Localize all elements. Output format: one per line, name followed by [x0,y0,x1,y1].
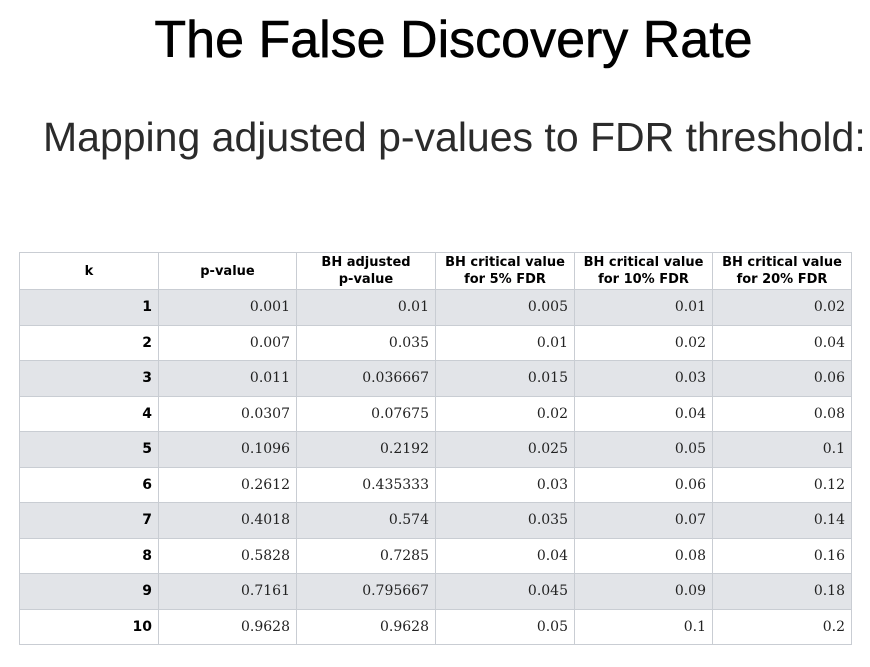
cell-bh-adjusted: 0.435333 [296,466,436,503]
header-critical-5-line-1: BH critical value [445,255,565,270]
header-p-value: p-value [158,252,297,290]
cell-bh-adjusted: 0.574 [296,502,436,539]
cell-bh-adjusted: 0.07675 [296,395,436,432]
table-row: 5 0.1096 0.2192 0.025 0.05 0.1 [19,431,852,468]
cell-critical-5: 0.02 [435,395,575,432]
cell-critical-5: 0.01 [435,324,575,361]
cell-critical-10: 0.06 [574,466,713,503]
cell-p-value: 0.5828 [158,537,297,574]
cell-critical-5: 0.04 [435,537,575,574]
cell-critical-20: 0.2 [712,608,852,645]
fdr-table: k p-value BH adjusted p-value BH critica… [19,252,852,645]
cell-p-value: 0.011 [158,360,297,397]
cell-bh-adjusted: 0.795667 [296,573,436,610]
cell-p-value: 0.2612 [158,466,297,503]
cell-critical-10: 0.02 [574,324,713,361]
cell-p-value: 0.1096 [158,431,297,468]
cell-critical-20: 0.14 [712,502,852,539]
table-row: 6 0.2612 0.435333 0.03 0.06 0.12 [19,466,852,503]
header-critical-20: BH critical value for 20% FDR [712,252,852,290]
header-critical-20-line-2: for 20% FDR [736,272,828,287]
cell-critical-10: 0.1 [574,608,713,645]
cell-critical-5: 0.005 [435,289,575,326]
cell-critical-20: 0.18 [712,573,852,610]
cell-critical-10: 0.01 [574,289,713,326]
header-k-line-1: k [84,263,94,279]
page-subtitle: Mapping adjusted p-values to FDR thresho… [43,114,866,160]
header-critical-5-line-2: for 5% FDR [464,272,546,287]
header-k: k [19,252,159,290]
cell-p-value: 0.007 [158,324,297,361]
cell-k: 6 [19,466,159,503]
cell-bh-adjusted: 0.9628 [296,608,436,645]
header-bh-adjusted-line-2: p-value [338,272,394,287]
cell-k: 8 [19,537,159,574]
cell-bh-adjusted: 0.01 [296,289,436,326]
cell-bh-adjusted: 0.036667 [296,360,436,397]
cell-k: 2 [19,324,159,361]
header-bh-adjusted-line-1: BH adjusted [321,255,411,270]
cell-critical-20: 0.06 [712,360,852,397]
cell-critical-5: 0.015 [435,360,575,397]
header-bh-adjusted: BH adjusted p-value [296,252,436,290]
header-critical-20-line-1: BH critical value [722,255,842,270]
cell-p-value: 0.7161 [158,573,297,610]
cell-critical-20: 0.12 [712,466,852,503]
cell-critical-10: 0.05 [574,431,713,468]
header-row: k p-value BH adjusted p-value BH critica… [19,252,852,290]
cell-critical-5: 0.035 [435,502,575,539]
table-header: k p-value BH adjusted p-value BH critica… [19,252,852,290]
cell-k: 10 [19,608,159,645]
cell-critical-10: 0.03 [574,360,713,397]
cell-p-value: 0.9628 [158,608,297,645]
cell-critical-20: 0.08 [712,395,852,432]
table-body: 1 0.001 0.01 0.005 0.01 0.02 2 0.007 0.0… [19,289,852,645]
cell-k: 7 [19,502,159,539]
table-row: 4 0.0307 0.07675 0.02 0.04 0.08 [19,395,852,432]
cell-critical-20: 0.04 [712,324,852,361]
header-p-value-line-1: p-value [200,263,255,279]
header-critical-10-line-1: BH critical value [583,255,704,270]
table-row: 2 0.007 0.035 0.01 0.02 0.04 [19,324,852,361]
header-critical-5: BH critical value for 5% FDR [435,252,575,290]
cell-critical-5: 0.025 [435,431,575,468]
cell-k: 5 [19,431,159,468]
cell-critical-10: 0.04 [574,395,713,432]
cell-bh-adjusted: 0.7285 [296,537,436,574]
cell-critical-20: 0.16 [712,537,852,574]
cell-critical-20: 0.02 [712,289,852,326]
table-row: 3 0.011 0.036667 0.015 0.03 0.06 [19,360,852,397]
cell-critical-20: 0.1 [712,431,852,468]
cell-critical-10: 0.08 [574,537,713,574]
header-critical-10: BH critical value for 10% FDR [574,252,713,290]
cell-k: 9 [19,573,159,610]
table-row: 9 0.7161 0.795667 0.045 0.09 0.18 [19,573,852,610]
cell-p-value: 0.0307 [158,395,297,432]
table-row: 10 0.9628 0.9628 0.05 0.1 0.2 [19,608,852,645]
table-row: 1 0.001 0.01 0.005 0.01 0.02 [19,289,852,326]
cell-p-value: 0.4018 [158,502,297,539]
cell-critical-5: 0.05 [435,608,575,645]
cell-critical-5: 0.03 [435,466,575,503]
cell-critical-10: 0.09 [574,573,713,610]
cell-critical-5: 0.045 [435,573,575,610]
table-row: 7 0.4018 0.574 0.035 0.07 0.14 [19,502,852,539]
header-critical-10-line-2: for 10% FDR [598,272,689,287]
cell-critical-10: 0.07 [574,502,713,539]
cell-k: 1 [19,289,159,326]
cell-k: 4 [19,395,159,432]
cell-bh-adjusted: 0.035 [296,324,436,361]
cell-p-value: 0.001 [158,289,297,326]
table-row: 8 0.5828 0.7285 0.04 0.08 0.16 [19,537,852,574]
cell-bh-adjusted: 0.2192 [296,431,436,468]
cell-k: 3 [19,360,159,397]
page-title: The False Discovery Rate [154,11,753,70]
